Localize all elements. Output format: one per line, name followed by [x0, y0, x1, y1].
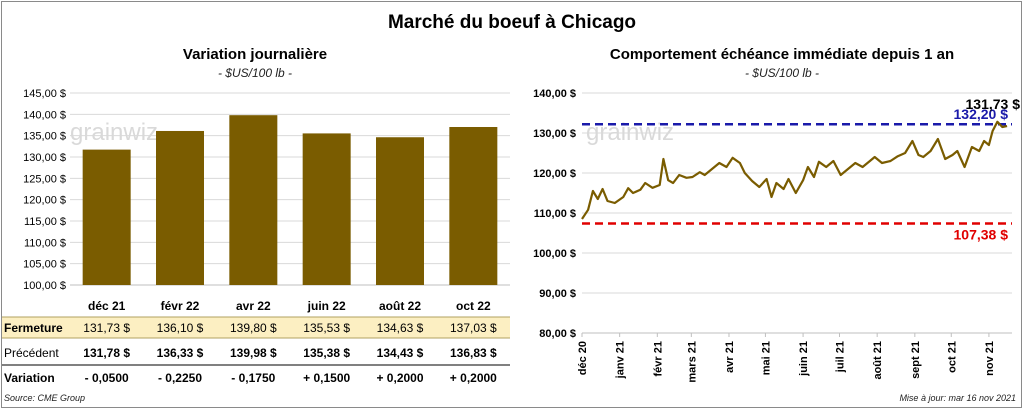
price-line — [581, 120, 1008, 220]
x-tick-label: août 21 — [872, 341, 884, 380]
y-tick-label: 140,00 $ — [533, 88, 576, 100]
y-tick-label: 145,00 $ — [23, 88, 66, 100]
max-reference-label: 132,20 $ — [954, 106, 1009, 122]
y-tick-label: 105,00 $ — [23, 259, 66, 271]
y-tick-label: 130,00 $ — [533, 128, 576, 140]
table-cell: 136,10 $ — [157, 321, 204, 335]
x-tick-label: avr 21 — [724, 341, 736, 373]
x-tick-label: nov 21 — [984, 341, 996, 376]
x-tick-label: juil 21 — [835, 341, 847, 373]
y-tick-label: 130,00 $ — [23, 152, 66, 164]
page-title: Marché du boeuf à Chicago — [387, 12, 637, 33]
bar — [82, 149, 131, 285]
y-tick-label: 120,00 $ — [23, 195, 66, 207]
table-cell: 137,03 $ — [450, 321, 497, 335]
line-chart-subtitle: - $US/100 lb - — [744, 66, 820, 80]
table-cell: 134,43 $ — [377, 346, 424, 360]
table-cell: + 0,1500 — [303, 371, 350, 385]
y-tick-label: 110,00 $ — [534, 208, 576, 220]
x-tick-label: févr 22 — [161, 299, 200, 313]
table-cell: + 0,2000 — [376, 371, 423, 385]
table-row-label: Variation — [4, 371, 55, 385]
table-cell: 131,73 $ — [83, 321, 130, 335]
y-tick-label: 90,00 $ — [539, 288, 576, 300]
x-tick-label: janv 21 — [615, 341, 627, 379]
y-tick-label: 125,00 $ — [23, 173, 66, 185]
x-tick-label: sept 21 — [910, 341, 922, 379]
last-value-label: 131,73 $ — [966, 96, 1021, 112]
y-tick-label: 120,00 $ — [533, 168, 576, 180]
x-tick-label: juin 21 — [798, 341, 810, 377]
table-cell: 136,33 $ — [157, 346, 204, 360]
x-tick-label: oct 21 — [946, 341, 958, 373]
x-tick-label: févr 21 — [652, 341, 664, 376]
table-highlight — [2, 317, 510, 338]
table-cell: 139,98 $ — [230, 346, 277, 360]
line-chart-title: Comportement échéance immédiate depuis 1… — [609, 46, 955, 63]
y-tick-label: 100,00 $ — [533, 248, 576, 260]
table-cell: 134,63 $ — [377, 321, 424, 335]
table-row-label: Précédent — [4, 346, 59, 360]
table-cell: - 0,2250 — [158, 371, 202, 385]
y-tick-label: 100,00 $ — [23, 280, 66, 292]
table-cell: 135,38 $ — [303, 346, 350, 360]
y-tick-label: 80,00 $ — [539, 328, 576, 340]
source-note: Source: CME Group — [4, 393, 86, 403]
bar — [229, 115, 278, 285]
y-tick-label: 115,00 $ — [24, 216, 66, 228]
bar — [376, 137, 424, 285]
x-tick-label: juin 22 — [307, 299, 346, 313]
table-cell: - 0,0500 — [85, 371, 129, 385]
bar — [449, 127, 498, 285]
bar-chart-title: Variation journalière — [182, 46, 328, 63]
bar-chart-subtitle: - $US/100 lb - — [217, 66, 293, 80]
x-tick-label: mai 21 — [760, 341, 772, 375]
table-cell: - 0,1750 — [231, 371, 275, 385]
table-cell: 131,78 $ — [83, 346, 130, 360]
x-tick-label: oct 22 — [456, 299, 491, 313]
y-tick-label: 135,00 $ — [23, 131, 66, 143]
x-tick-label: déc 20 — [577, 341, 589, 375]
table-cell: 136,83 $ — [450, 346, 497, 360]
y-tick-label: 140,00 $ — [23, 109, 66, 121]
update-note: Mise à jour: mar 16 nov 2021 — [899, 393, 1016, 403]
x-tick-label: avr 22 — [236, 299, 271, 313]
min-reference-label: 107,38 $ — [954, 226, 1009, 242]
watermark: grainwiz — [70, 119, 158, 146]
table-cell: + 0,2000 — [450, 371, 497, 385]
table-cell: 139,80 $ — [230, 321, 277, 335]
bar — [156, 130, 204, 285]
x-tick-label: mars 21 — [686, 341, 698, 383]
x-tick-label: août 22 — [379, 299, 421, 313]
y-tick-label: 110,00 $ — [24, 237, 66, 249]
x-tick-label: déc 21 — [88, 299, 126, 313]
table-cell: 135,53 $ — [303, 321, 350, 335]
bar — [302, 133, 351, 285]
table-row-label: Fermeture — [4, 321, 63, 335]
